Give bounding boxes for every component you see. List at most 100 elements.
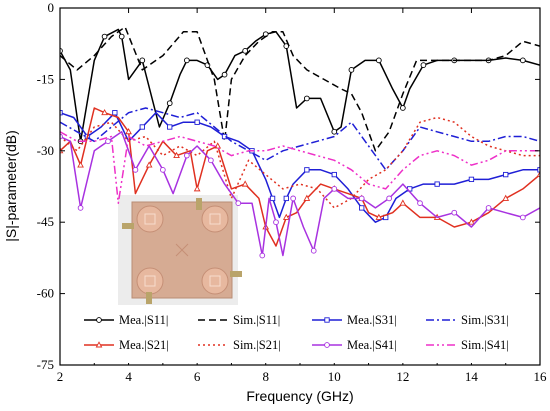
x-tick-label: 14 (465, 369, 479, 384)
series-6 (60, 131, 540, 259)
x-tick-label: 2 (57, 369, 64, 384)
data-point (331, 186, 338, 192)
data-point (536, 170, 540, 178)
data-point (139, 57, 146, 64)
y-tick-label: -75 (37, 357, 54, 372)
x-tick-label: 10 (328, 369, 341, 384)
series-1 (60, 26, 540, 152)
data-point (193, 185, 201, 192)
data-point (235, 200, 242, 207)
legend-label: Sim.|S41| (461, 338, 509, 352)
data-point (417, 200, 423, 207)
data-point (348, 67, 355, 73)
legend-item: Mea.|S21| (84, 338, 169, 352)
data-point (101, 33, 108, 40)
y-tick-label: -45 (37, 214, 54, 229)
data-point (520, 214, 526, 221)
series-line (60, 131, 540, 204)
series-5 (60, 116, 540, 209)
data-point (485, 205, 492, 211)
x-tick-label: 16 (534, 369, 548, 384)
series-2 (60, 110, 540, 223)
series-layer (60, 26, 540, 259)
data-point (184, 57, 190, 64)
data-point (282, 213, 290, 220)
legend-marker (324, 342, 330, 348)
legend-marker (95, 341, 103, 348)
series-line (60, 131, 540, 257)
legend-item: Sim.|S41| (426, 338, 509, 352)
data-point (468, 218, 475, 225)
data-point (77, 205, 84, 211)
data-point (269, 195, 276, 202)
data-point (259, 252, 266, 259)
legend-label: Mea.|S21| (119, 338, 169, 352)
legend-marker (96, 317, 102, 323)
x-axis-title: Frequency (GHz) (246, 388, 353, 404)
x-tick-label: 8 (262, 369, 269, 384)
data-point (400, 105, 406, 111)
series-line (60, 116, 540, 209)
series-line (60, 28, 540, 143)
data-point (242, 47, 248, 54)
data-point (105, 138, 111, 145)
legend: Mea.|S11| Sim.|S11| Mea.|S31| Sim.|S31| Mea.… (80, 310, 538, 363)
data-point (167, 124, 173, 130)
data-point (273, 219, 279, 226)
data-point (173, 151, 180, 159)
y-tick-label: -30 (37, 143, 54, 158)
y-axis-title: |S|-parameter(dB) (3, 130, 19, 242)
data-point (194, 119, 200, 125)
x-tick-label: 4 (125, 369, 132, 384)
data-point (304, 167, 310, 173)
data-point (451, 209, 458, 216)
y-tick-label: -60 (37, 286, 54, 301)
data-point (399, 199, 407, 206)
legend-item: Mea.|S41| (312, 338, 397, 352)
legend-item: Sim.|S31| (426, 313, 509, 327)
x-tick-label: 6 (194, 369, 201, 384)
legend-label: Mea.|S11| (119, 313, 168, 327)
data-point (331, 171, 337, 178)
data-point (468, 176, 475, 183)
data-point (502, 194, 510, 201)
axes-layer: 2 4 6 8 10 12 14 16 0 -15 -30 -45 -60 -75 (37, 0, 547, 384)
legend-label: Sim.|S31| (461, 313, 509, 327)
data-point (503, 171, 509, 178)
data-point (160, 166, 166, 173)
data-point (331, 128, 338, 135)
data-point (520, 57, 526, 64)
y-tick-label: -15 (37, 71, 54, 86)
series-line (60, 107, 540, 247)
inset-antenna-photo (118, 195, 242, 305)
series-3 (60, 107, 540, 171)
series-7 (60, 131, 540, 204)
data-point (376, 57, 382, 64)
data-point (208, 157, 214, 164)
data-point (283, 195, 289, 202)
data-point (77, 161, 84, 168)
data-point (290, 195, 296, 202)
legend-label: Mea.|S41| (347, 338, 397, 352)
data-point (221, 71, 228, 78)
legend-item: Sim.|S21| (198, 338, 281, 352)
series-line (60, 26, 540, 152)
data-point (139, 124, 145, 130)
series-line (60, 107, 540, 171)
data-point (166, 100, 173, 107)
legend-label: Sim.|S21| (233, 338, 281, 352)
data-point (112, 110, 118, 116)
legend-label: Mea.|S31| (347, 313, 397, 327)
data-point (184, 152, 190, 159)
data-point (303, 194, 311, 201)
x-tick-label: 12 (396, 369, 409, 384)
legend-marker (324, 317, 330, 323)
data-point (118, 33, 125, 40)
data-point (60, 110, 63, 116)
y-tick-label: 0 (48, 0, 55, 15)
data-point (145, 161, 153, 168)
data-point (386, 195, 392, 202)
series-0 (60, 28, 540, 145)
data-point (304, 95, 310, 102)
